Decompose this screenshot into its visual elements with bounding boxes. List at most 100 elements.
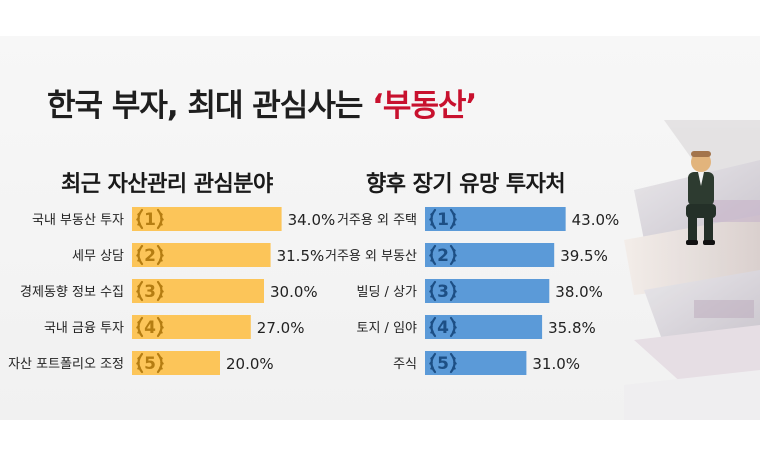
laurel-leaf [452,248,456,252]
right-value-label: 31.0% [532,355,580,373]
left-chart-title: 최근 자산관리 관심분야 [61,172,273,197]
laurel-leaf [137,258,141,262]
laurel-leaf [429,253,433,257]
right-rank-number: 3 [437,282,449,302]
businessman-on-money-stack-icon [624,120,760,420]
right-bar [425,207,566,231]
laurel-leaf [452,294,456,298]
laurel-leaf [452,366,456,370]
laurel-leaf [430,222,434,226]
left-bar [132,207,282,231]
left-row: 경제동향 정보 수집 3 30.0% [20,279,318,303]
laurel-leaf [159,284,163,288]
laurel-leaf [160,289,164,293]
right-value-label: 35.8% [548,319,596,337]
laurel-leaf [137,320,141,324]
laurel-leaf [137,212,141,216]
laurel-leaf [452,320,456,324]
laurel-leaf [137,284,141,288]
left-category-label: 세무 상담 [72,249,124,264]
laurel-leaf [159,258,163,262]
laurel-leaf [430,212,434,216]
laurel-leaf [160,217,164,221]
laurel-leaf [430,284,434,288]
laurel-leaf [137,366,141,370]
right-rank-number: 1 [437,210,449,230]
laurel-leaf [137,222,141,226]
left-value-label: 30.0% [270,283,318,301]
left-rank-number: 4 [144,318,156,338]
right-bar [425,279,550,303]
right-row: 주식 5 31.0% [393,351,580,375]
laurel-leaf [159,366,163,370]
page-title: 한국 부자, 최대 관심사는 ‘부동산’ [47,88,477,124]
right-row: 빌딩 / 상가 3 38.0% [357,279,603,303]
laurel-leaf [430,258,434,262]
laurel-leaf [452,222,456,226]
laurel-leaf [137,248,141,252]
laurel-leaf [159,248,163,252]
laurel-leaf [429,361,433,365]
laurel-leaf [160,253,164,257]
laurel-leaf [136,289,140,293]
right-bar [425,315,543,339]
left-value-label: 31.5% [277,247,325,265]
laurel-leaf [430,320,434,324]
laurel-leaf [136,217,140,221]
laurel-leaf [453,289,457,293]
laurel-leaf [429,325,433,329]
left-rank-number: 5 [144,354,156,374]
right-value-label: 38.0% [555,283,603,301]
laurel-leaf [136,361,140,365]
laurel-leaf [159,356,163,360]
laurel-leaf [137,294,141,298]
right-bar [425,243,555,267]
right-rank-number: 2 [437,246,449,266]
laurel-leaf [160,325,164,329]
left-bar [132,243,271,267]
laurel-leaf [452,284,456,288]
left-bar [132,279,264,303]
right-rank-number: 5 [437,354,449,374]
laurel-leaf [453,325,457,329]
laurel-leaf [452,356,456,360]
laurel-leaf [159,330,163,334]
laurel-leaf [452,212,456,216]
left-row: 국내 부동산 투자 1 34.0% [32,207,335,231]
right-category-label: 주식 [393,357,417,372]
right-chart-title: 향후 장기 유망 투자처 [366,172,566,197]
title-highlight: ‘부동산’ [372,88,477,124]
right-category-label: 토지 / 임야 [357,321,418,336]
laurel-leaf [430,366,434,370]
left-rank-number: 3 [144,282,156,302]
left-category-label: 경제동향 정보 수집 [20,285,124,300]
laurel-leaf [136,325,140,329]
left-value-label: 34.0% [288,211,336,229]
laurel-leaf [159,320,163,324]
left-row: 국내 금융 투자 4 27.0% [44,315,304,339]
laurel-leaf [452,258,456,262]
right-row: 토지 / 임야 4 35.8% [357,315,596,339]
left-category-label: 국내 부동산 투자 [32,213,124,228]
left-rank-number: 1 [144,210,156,230]
right-rank-number: 4 [437,318,449,338]
laurel-leaf [430,356,434,360]
laurel-leaf [430,330,434,334]
left-bar [132,351,220,375]
left-rank-number: 2 [144,246,156,266]
laurel-leaf [453,217,457,221]
laurel-leaf [452,330,456,334]
background-band [0,36,760,420]
laurel-leaf [159,294,163,298]
left-row: 세무 상담 2 31.5% [72,243,324,267]
laurel-leaf [136,253,140,257]
laurel-leaf [159,212,163,216]
laurel-leaf [430,294,434,298]
left-category-label: 국내 금융 투자 [44,321,124,336]
laurel-leaf [453,361,457,365]
right-row: 거주용 외 주택 1 43.0% [337,207,619,231]
right-value-label: 39.5% [560,247,608,265]
laurel-leaf [430,248,434,252]
